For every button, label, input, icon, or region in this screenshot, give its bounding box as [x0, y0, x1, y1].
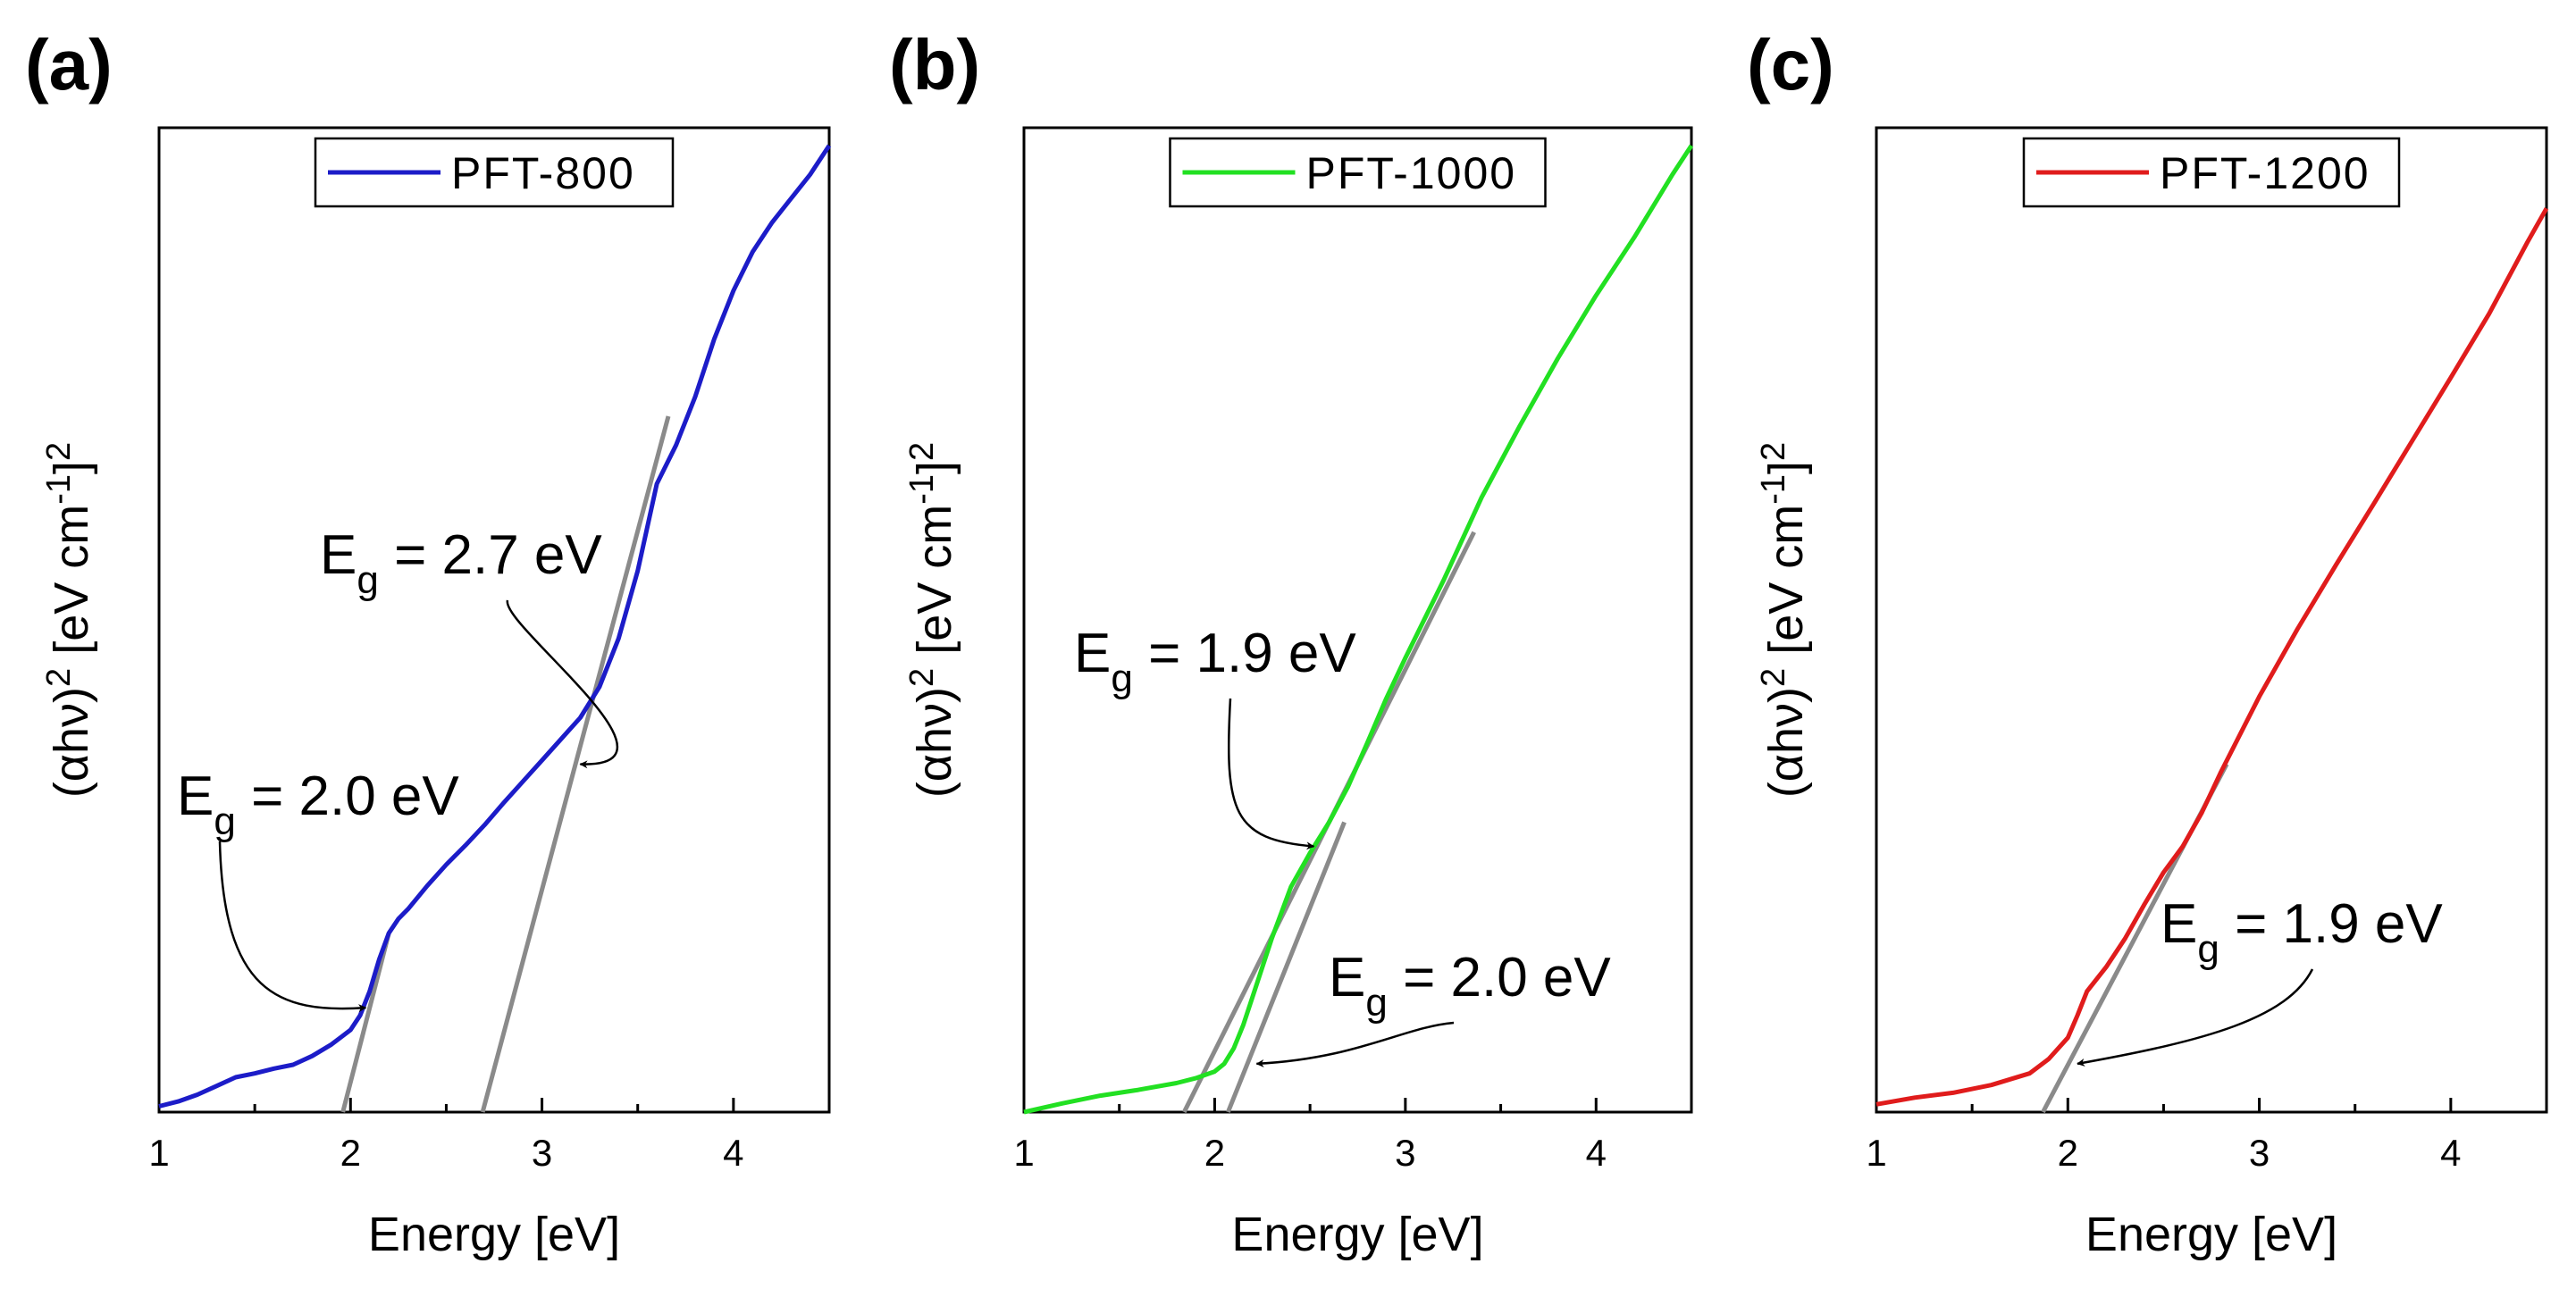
tangent-fit-line	[340, 933, 391, 1113]
x-tick-label: 3	[532, 1132, 552, 1174]
annotation-text: Eg = 1.9 eV	[2161, 893, 2443, 971]
chart-panel-1: (a) 1 2 3 4 Energy [eV] (αhν)2 [eV cm-1]2 PFT-8…	[25, 25, 832, 1261]
annotation-arrow	[2077, 968, 2314, 1067]
x-tick-label: 2	[2058, 1132, 2078, 1174]
y-axis-label: (αhν)2 [eV cm-1]2	[40, 442, 98, 798]
legend: PFT-800	[314, 137, 675, 208]
legend-label: PFT-1200	[2160, 148, 2370, 198]
legend: PFT-1000	[1169, 137, 1547, 208]
x-tick-label: 1	[1866, 1132, 1886, 1174]
x-tick-label: 4	[2440, 1132, 2461, 1174]
series-line-pft-1000	[1023, 144, 1694, 1115]
annotation-arrow	[1228, 698, 1315, 850]
annotation-text: Eg = 2.0 eV	[177, 766, 459, 843]
series-line-pft-1200	[1875, 207, 2549, 1107]
y-axis-label: (αhν)2 [eV cm-1]2	[1755, 442, 1813, 798]
plot-frame	[1022, 126, 1693, 1114]
legend-label: PFT-800	[451, 148, 635, 198]
bandgap-annotation: Eg = 1.9 eV	[1074, 623, 1356, 850]
bandgap-annotation: Eg = 2.7 eV	[320, 524, 619, 769]
annotation-arrow	[506, 599, 619, 769]
y-axis-label: (αhν)2 [eV cm-1]2	[903, 442, 961, 798]
x-tick-label: 4	[723, 1132, 743, 1174]
annotation-arrow	[218, 841, 367, 1013]
x-tick-label: 3	[2249, 1132, 2270, 1174]
x-axis-label: Energy [eV]	[1231, 1208, 1483, 1261]
legend-box	[1169, 137, 1547, 208]
x-tick-label: 1	[148, 1132, 169, 1174]
chart-panel-2: (b) 1 2 3 4 Energy [eV] (αhν)2 [eV cm-1]2 PFT-1…	[889, 25, 1694, 1261]
x-tick-label: 2	[340, 1132, 361, 1174]
panel-label: (c)	[1747, 25, 1834, 105]
tangent-fit-line	[1226, 821, 1347, 1113]
panel-label: (b)	[889, 25, 980, 105]
annotation-arrow	[1255, 1021, 1455, 1067]
series-line-pft-800	[158, 144, 832, 1109]
annotation-text: Eg = 2.0 eV	[1329, 947, 1611, 1025]
x-tick-label: 3	[1395, 1132, 1415, 1174]
legend: PFT-1200	[2022, 137, 2401, 208]
bandgap-annotation: Eg = 1.9 eV	[2077, 893, 2443, 1067]
x-tick-label: 4	[1586, 1132, 1607, 1174]
panel-label: (a)	[25, 25, 113, 105]
x-tick-label: 1	[1013, 1132, 1034, 1174]
x-axis-label: Energy [eV]	[368, 1208, 620, 1261]
x-axis-label: Energy [eV]	[2085, 1208, 2337, 1261]
annotation-text: Eg = 2.7 eV	[320, 524, 602, 602]
bandgap-annotation: Eg = 2.0 eV	[177, 766, 459, 1013]
annotation-text: Eg = 1.9 eV	[1074, 623, 1356, 700]
plot-frame	[1875, 126, 2548, 1114]
tangent-fit-line	[480, 415, 671, 1113]
x-tick-label: 2	[1204, 1132, 1225, 1174]
legend-label: PFT-1000	[1306, 148, 1517, 198]
bandgap-annotation: Eg = 2.0 eV	[1255, 947, 1611, 1067]
plot-frame	[157, 126, 831, 1114]
chart-panel-3: (c) 1 2 3 4 Energy [eV] (αhν)2 [eV cm-1]2 PFT-1…	[1747, 25, 2549, 1261]
